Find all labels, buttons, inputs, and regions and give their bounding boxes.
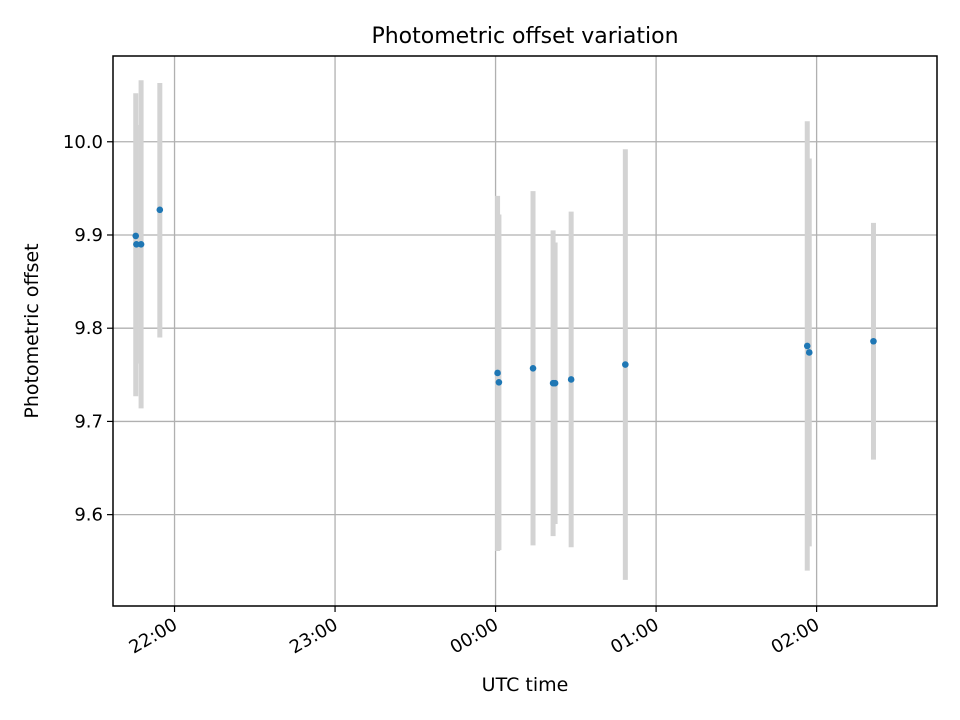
x-tick-label: 02:00	[768, 614, 823, 658]
y-tick-label: 10.0	[63, 132, 103, 153]
data-point	[132, 232, 140, 240]
data-point	[529, 364, 537, 372]
chart-title: Photometric offset variation	[371, 24, 678, 49]
data-point	[551, 379, 559, 387]
data-point	[805, 349, 813, 356]
data-point	[156, 206, 164, 214]
x-tick-label: 22:00	[126, 614, 181, 658]
data-point	[870, 337, 877, 345]
data-points	[132, 206, 877, 387]
grid	[113, 56, 937, 606]
data-point	[803, 342, 811, 350]
data-point	[137, 241, 145, 248]
data-point	[622, 361, 629, 368]
y-tick-label: 9.9	[74, 225, 103, 246]
y-tick-label: 9.8	[74, 318, 103, 339]
x-axis-label: UTC time	[482, 674, 569, 696]
data-point	[567, 376, 575, 383]
y-tick-label: 9.6	[74, 505, 103, 526]
data-point	[494, 369, 501, 377]
y-axis-label: Photometric offset	[21, 243, 43, 418]
x-tick-label: 23:00	[286, 614, 341, 658]
data-point	[133, 241, 140, 248]
y-axis-ticks: 9.6 9.7 9.8 9.9 10.0	[63, 132, 113, 526]
data-point	[495, 378, 503, 386]
x-tick-label: 00:00	[447, 614, 502, 658]
plot-frame	[112, 55, 938, 607]
x-axis-ticks: 22:00 23:00 00:00 01:00 02:00	[126, 606, 823, 658]
y-tick-label: 9.7	[74, 411, 103, 432]
error-bars	[133, 80, 876, 580]
x-tick-label: 01:00	[607, 614, 662, 658]
